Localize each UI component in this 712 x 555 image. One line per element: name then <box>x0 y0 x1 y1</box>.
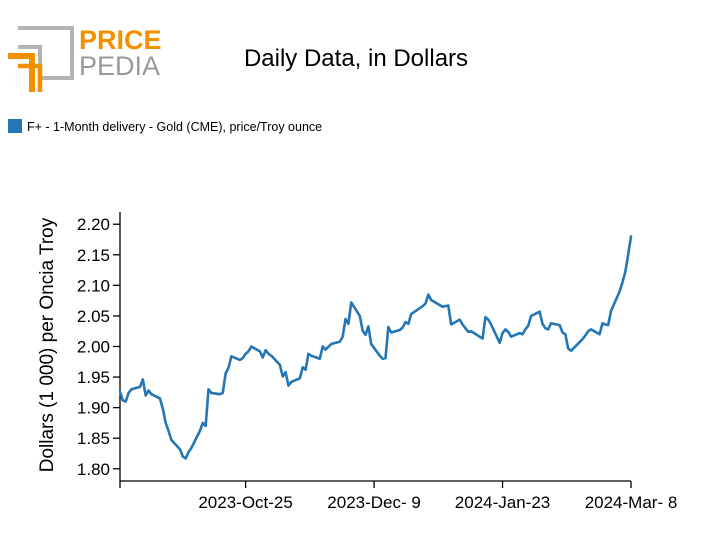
y-tick-label: 1.90 <box>77 399 110 418</box>
x-ticks: 2023-Oct-25 2023-Dec- 9 2024-Jan-23 2024-Ma… <box>119 481 678 512</box>
y-tick-label: 2.10 <box>77 276 110 295</box>
series-line <box>118 235 633 460</box>
x-tick-label: 2024-Jan-23 <box>455 493 550 512</box>
x-tick-label: 2023-Dec- 9 <box>327 493 421 512</box>
y-tick-label: 2.05 <box>77 307 110 326</box>
x-tick-label: 2023-Oct-25 <box>198 493 293 512</box>
y-tick-label: 2.15 <box>77 246 110 265</box>
y-tick-label: 2.00 <box>77 338 110 357</box>
legend: F+ - 1-Month delivery - Gold (CME), pric… <box>8 119 322 134</box>
y-tick-label: 2.20 <box>77 215 110 234</box>
y-tick-label: 1.80 <box>77 460 110 479</box>
legend-swatch <box>8 119 22 133</box>
y-tick-label: 1.85 <box>77 429 110 448</box>
logo-mark-icon <box>8 26 74 92</box>
y-axis-label: Dollars (1 000) per Oncia Troy <box>37 217 58 472</box>
y-ticks: 1.80 1.85 1.90 1.95 2.00 2.05 2.10 2.15 2.20 <box>77 215 120 479</box>
y-tick-label: 1.95 <box>77 368 110 387</box>
pricepedia-logo: PRICE PEDIA <box>8 25 162 92</box>
legend-label: F+ - 1-Month delivery - Gold (CME), pric… <box>27 120 322 134</box>
logo-word-pedia: PEDIA <box>79 51 160 81</box>
series-layer <box>118 235 633 460</box>
logo-word-price: PRICE <box>79 25 162 55</box>
x-tick-label: 2024-Mar- 8 <box>585 493 678 512</box>
chart-title: Daily Data, in Dollars <box>244 45 468 72</box>
